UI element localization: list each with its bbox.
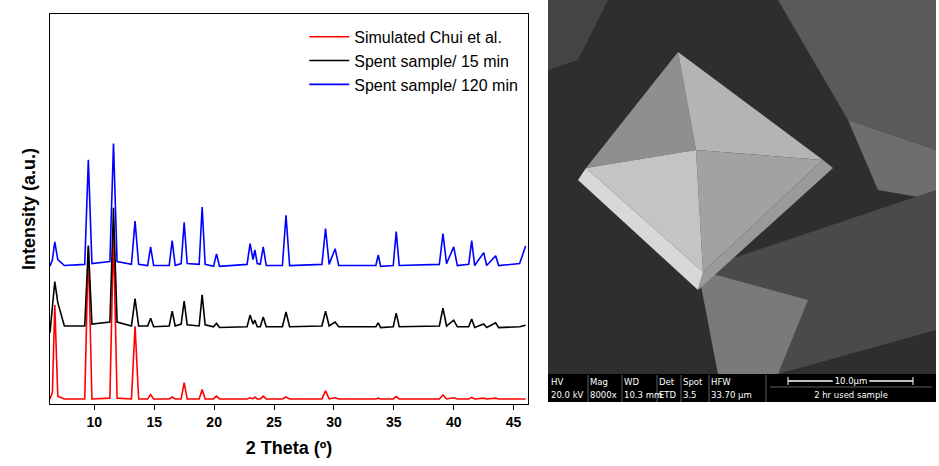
svg-text:40: 40 [446,414,462,430]
svg-text:20.0 kV: 20.0 kV [551,390,584,400]
svg-text:2 hr used sample: 2 hr used sample [814,390,888,400]
svg-text:25: 25 [266,414,282,430]
svg-text:Simulated Chui et al.: Simulated Chui et al. [354,29,502,46]
svg-text:ETD: ETD [659,390,677,400]
svg-text:8000x: 8000x [590,390,617,400]
svg-text:Spent sample/ 120 min: Spent sample/ 120 min [354,77,518,94]
svg-text:Spent sample/ 15 min: Spent sample/ 15 min [354,53,509,70]
svg-text:HV: HV [551,377,563,387]
svg-text:3.5: 3.5 [683,390,697,400]
svg-text:HFW: HFW [711,377,731,387]
svg-text:15: 15 [146,414,162,430]
svg-text:Mag: Mag [590,377,608,387]
svg-text:20: 20 [206,414,222,430]
svg-text:WD: WD [624,377,639,387]
svg-text:Intensity (a.u.): Intensity (a.u.) [19,148,39,270]
svg-text:Spot: Spot [683,377,703,387]
svg-text:35: 35 [386,414,402,430]
svg-text:10.3 mm: 10.3 mm [624,390,662,400]
svg-text:33.70 µm: 33.70 µm [711,390,752,400]
svg-text:45: 45 [506,414,522,430]
svg-text:30: 30 [326,414,342,430]
svg-text:2 Theta (º): 2 Theta (º) [246,438,333,458]
svg-text:10: 10 [87,414,103,430]
svg-text:10.0µm: 10.0µm [835,376,868,386]
svg-text:Det: Det [659,377,675,387]
